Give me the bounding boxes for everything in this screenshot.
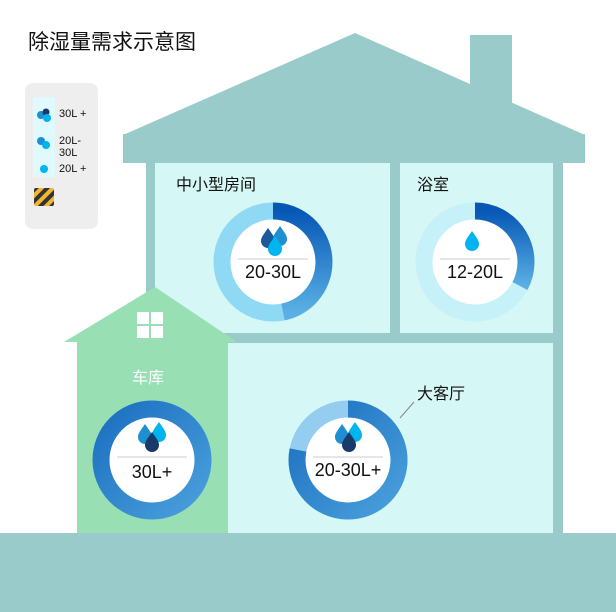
legend-label: 20L-30L [59,135,82,159]
room-label-medium: 中小型房间 [176,177,257,194]
legend-label: 20L + [59,163,87,175]
donut-medium [213,202,333,322]
value-medium: 20-30L [244,262,302,282]
legend-label: 30L + [59,108,87,120]
donut-living [288,400,408,520]
page-title: 除湿量需求示意图 [28,31,196,54]
value-bathroom: 12-20L [446,262,504,282]
room-label-living: 大客厅 [417,386,466,403]
window-icon [137,312,163,338]
legend: 30L + 20L-30L 20L + [25,83,98,229]
three-drops-icon [37,108,51,122]
room-label-bathroom: 浴室 [417,177,450,194]
hazard-stripes-icon [34,188,54,206]
callout-line [399,401,415,419]
two-drops-icon [37,137,50,149]
one-drop-icon [40,165,48,173]
value-garage: 30L+ [131,462,173,482]
value-living: 20-30L+ [314,460,382,480]
room-label-garage: 车库 [132,370,165,387]
garage-roof [64,287,237,342]
donut-bathroom [415,202,535,322]
donut-garage [92,400,212,520]
roof [123,33,585,135]
drops-icon [138,226,479,452]
ground [0,533,616,612]
